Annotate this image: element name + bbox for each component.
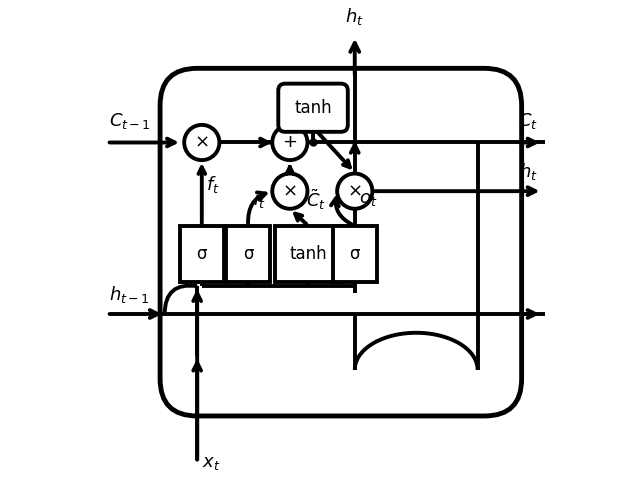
Text: $o_t$: $o_t$: [360, 190, 378, 208]
Text: ×: ×: [195, 134, 209, 151]
Text: $x_t$: $x_t$: [202, 454, 220, 472]
Text: σ: σ: [196, 245, 207, 263]
Text: ×: ×: [348, 182, 362, 200]
Bar: [275, 226, 342, 282]
Text: $C_t$: $C_t$: [518, 111, 538, 131]
FancyBboxPatch shape: [160, 68, 522, 416]
Text: σ: σ: [243, 245, 253, 263]
Text: $\tilde{C}_t$: $\tilde{C}_t$: [306, 187, 326, 212]
Text: $h_t$: $h_t$: [346, 6, 364, 27]
Text: $C_{t-1}$: $C_{t-1}$: [109, 111, 151, 131]
Text: ×: ×: [282, 182, 298, 200]
Bar: [333, 226, 376, 282]
Text: $h_{t-1}$: $h_{t-1}$: [109, 284, 150, 305]
Bar: [180, 226, 223, 282]
Text: $f_t$: $f_t$: [207, 174, 220, 194]
Text: $h_t$: $h_t$: [519, 161, 538, 182]
Text: σ: σ: [349, 245, 360, 263]
Text: +: +: [282, 134, 298, 151]
FancyArrowPatch shape: [248, 193, 266, 223]
FancyArrowPatch shape: [331, 198, 352, 225]
Text: tanh: tanh: [294, 99, 332, 117]
FancyBboxPatch shape: [278, 84, 348, 132]
Text: tanh: tanh: [289, 245, 327, 263]
Text: $i_t$: $i_t$: [253, 189, 265, 210]
Bar: [227, 226, 270, 282]
